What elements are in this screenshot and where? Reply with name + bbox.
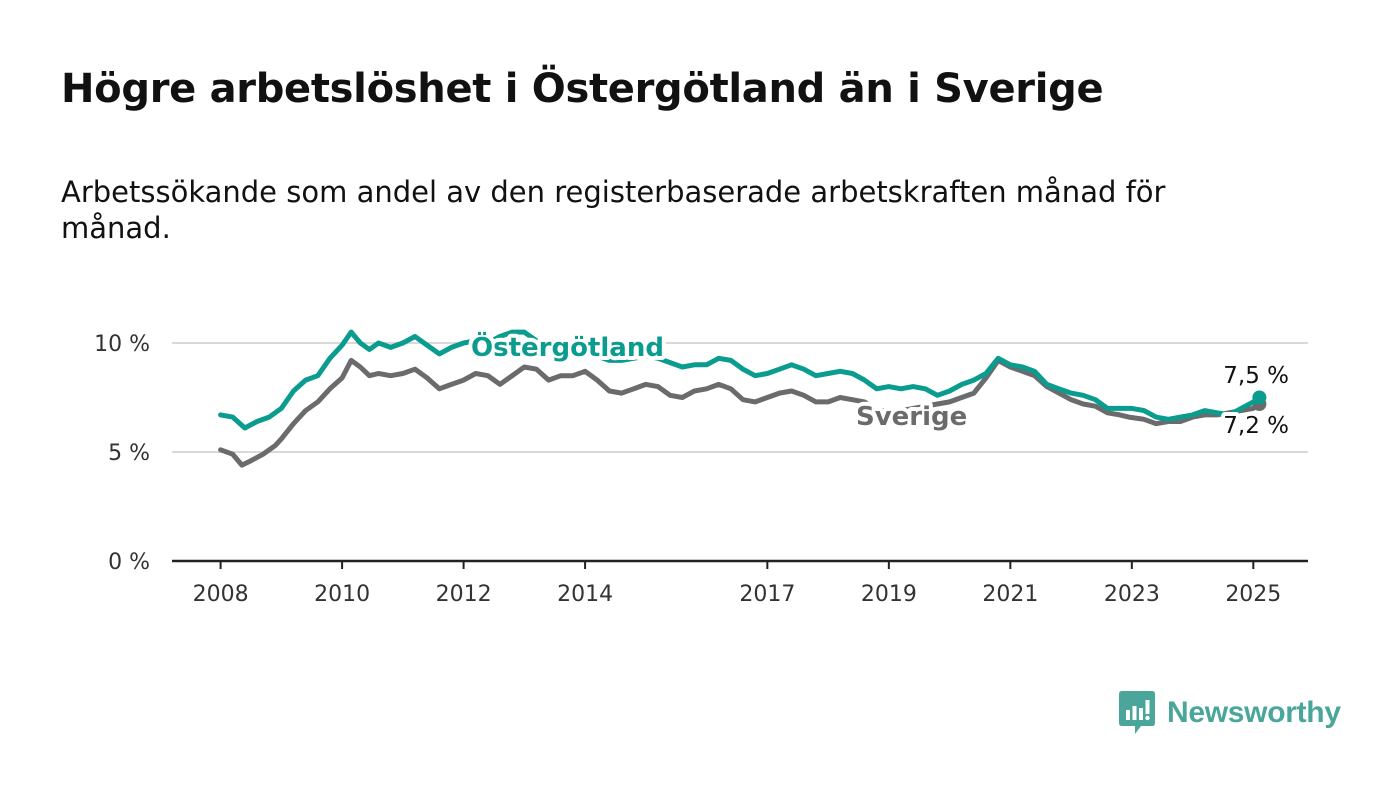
- x-tick-label: 2019: [861, 582, 917, 607]
- brand-name: Newsworthy: [1167, 696, 1341, 729]
- chart-subtitle: Arbetssökande som andel av den registerb…: [61, 175, 1166, 245]
- x-tick-label: 2010: [314, 582, 370, 607]
- brand-logo: Newsworthy: [1119, 690, 1341, 736]
- y-tick-label: 5 %: [108, 441, 150, 466]
- x-tick-label: 2025: [1225, 582, 1281, 607]
- y-tick-label: 10 %: [94, 332, 150, 357]
- y-tick-label: 0 %: [108, 550, 150, 575]
- newsworthy-logo-icon: [1119, 691, 1155, 734]
- x-tick-label: 2017: [739, 582, 795, 607]
- chart-title: Högre arbetslöshet i Östergötland än i S…: [61, 66, 1104, 112]
- series-end-point-ostergotland: [1252, 390, 1267, 405]
- x-tick-label: 2023: [1104, 582, 1160, 607]
- series-lines: [218, 329, 1267, 468]
- series-label-ostergotland: Östergötland: [471, 330, 664, 363]
- x-tick-label: 2014: [557, 582, 613, 607]
- x-tick-label: 2021: [982, 582, 1038, 607]
- x-tick-label: 2008: [193, 582, 249, 607]
- axes: 0 % 5 % 10 % 2008 2010 2012 2014 2017 2019 2021 20…: [94, 332, 1308, 607]
- series-line-sverige: [218, 357, 1262, 468]
- series-line-ostergotland: [218, 329, 1262, 431]
- x-tick-label: 2012: [436, 582, 492, 607]
- end-value-label-ostergotland: 7,5 %: [1223, 363, 1289, 389]
- series-label-sverige: Sverige: [856, 402, 967, 432]
- end-value-label-sverige: 7,2 %: [1223, 413, 1289, 439]
- chart-labels: Östergötland Sverige 7,5 % 7,2 %: [467, 326, 1293, 443]
